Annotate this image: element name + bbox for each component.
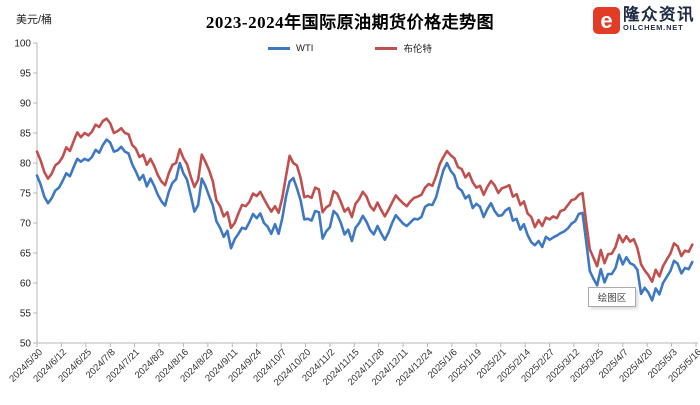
chart-legend: WTI 布伦特: [0, 41, 700, 55]
legend-swatch: [268, 46, 291, 50]
oilchem-logo-domain: OILCHEM.NET: [623, 23, 684, 33]
y-tick-label: 55: [20, 309, 32, 320]
y-axis-unit-label: 美元/桶: [16, 14, 53, 26]
y-tick-label: 65: [20, 249, 32, 260]
plot-area-tooltip: 绘图区: [588, 287, 636, 307]
oilchem-logo-name: 隆众资讯: [623, 6, 695, 24]
legend-item-WTI[interactable]: WTI: [268, 43, 313, 54]
oilchem-logo-icon: e: [593, 7, 620, 34]
legend-label: 布伦特: [403, 44, 432, 55]
series-line-WTI[interactable]: [35, 138, 694, 302]
y-tick-label: 75: [20, 189, 32, 200]
oilchem-logo-text: 隆众资讯 OILCHEM.NET: [623, 6, 695, 33]
y-tick-label: 85: [20, 129, 32, 140]
y-tick-label: 100: [14, 39, 31, 50]
oilchem-logo: e 隆众资讯 OILCHEM.NET: [593, 6, 695, 34]
legend-item-布伦特[interactable]: 布伦特: [375, 41, 432, 55]
y-tick-label: 90: [20, 99, 32, 110]
legend-label: WTI: [296, 42, 314, 54]
y-tick-label: 80: [20, 159, 32, 170]
y-tick-label: 60: [20, 279, 32, 290]
y-tick-label: 95: [20, 69, 32, 80]
y-tick-label: 50: [20, 339, 32, 350]
series-line-布伦特[interactable]: [35, 117, 694, 284]
legend-swatch: [375, 46, 398, 50]
y-tick-label: 70: [20, 219, 32, 230]
chart-title: 2023-2024年国际原油期货价格走势图: [205, 13, 495, 32]
